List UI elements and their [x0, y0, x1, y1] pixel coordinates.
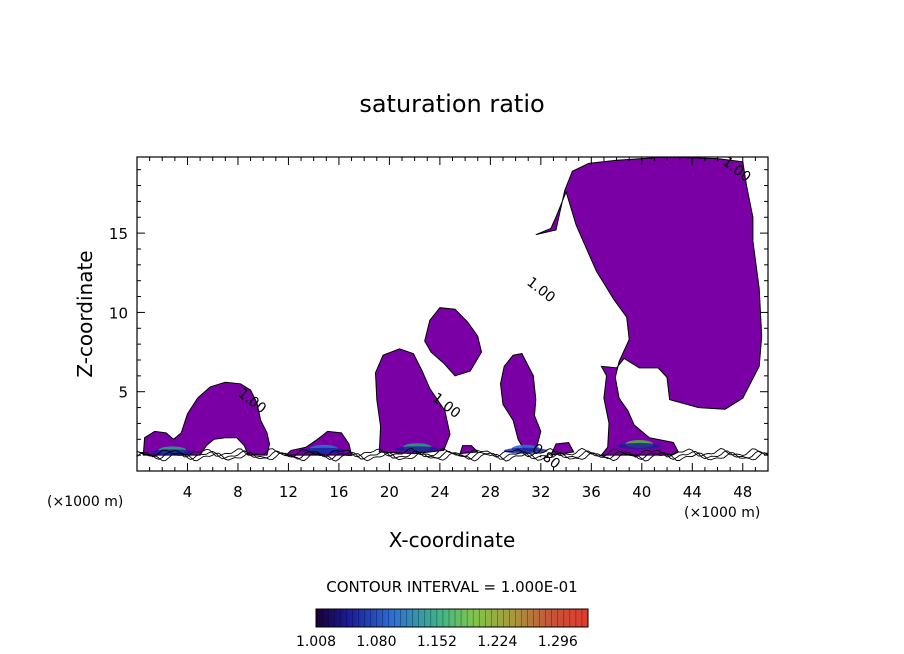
- y-tick-label: 5: [118, 384, 128, 402]
- x-axis-label: X-coordinate: [389, 528, 516, 552]
- region-cloud-4: [424, 307, 483, 377]
- contour-label: 1.00: [524, 274, 558, 306]
- near-surface-contours: [137, 447, 768, 462]
- region-cloud-7: [550, 441, 575, 456]
- region-cloud-1: [142, 381, 271, 456]
- colorbar-tick-label: 1.008: [296, 634, 336, 650]
- surface-contour-2: [137, 450, 768, 461]
- colorbar-tick-label: 1.080: [356, 634, 396, 650]
- colorbar-tick-label: 1.152: [417, 634, 457, 650]
- region-cloud-6: [459, 445, 479, 455]
- x-tick-label: 28: [481, 483, 500, 501]
- x-tick-label: 44: [683, 483, 702, 501]
- x-tick-label: 16: [329, 483, 348, 501]
- x-tick-label: 12: [279, 483, 298, 501]
- x-tick-label: 32: [531, 483, 550, 501]
- contour-interval-label: CONTOUR INTERVAL = 1.000E-01: [326, 578, 577, 596]
- surface-contour-3: [137, 447, 768, 458]
- x-tick-label: 4: [183, 483, 193, 501]
- colorbar-tick-label: 1.296: [538, 634, 578, 650]
- core-base-4: [503, 447, 548, 454]
- region-cloud-5: [499, 353, 542, 451]
- x-tick-label: 36: [582, 483, 601, 501]
- y-tick-labels: 5 10 15: [109, 225, 128, 402]
- axis-ticks: [137, 157, 768, 471]
- y-tick-label: 15: [109, 225, 128, 243]
- x-tick-label: 40: [632, 483, 651, 501]
- y-axis-label: Z-coordinate: [73, 250, 97, 377]
- colorbar-tick-label: 1.224: [477, 634, 517, 650]
- x-tick-label: 48: [733, 483, 752, 501]
- colorbar-gradient: [315, 608, 589, 628]
- chart-title: saturation ratio: [359, 90, 544, 118]
- colorbar-tick-labels: 1.008 1.080 1.152 1.224 1.296: [296, 634, 578, 650]
- region-cloud-8: [535, 157, 763, 456]
- x-tick-label: 20: [380, 483, 399, 501]
- cloud-regions: [142, 157, 763, 456]
- colorbar: [315, 608, 589, 628]
- x-axis-unit-label: (×1000 m): [684, 505, 760, 521]
- z-axis-unit-label: (×1000 m): [47, 494, 123, 510]
- region-cloud-3: [374, 348, 451, 455]
- x-tick-labels: 4 8 12 16 20 24 28 32 36 40 44 48: [183, 483, 753, 501]
- core-base-5: [617, 443, 662, 450]
- x-tick-label: 8: [233, 483, 243, 501]
- y-tick-label: 10: [109, 304, 128, 322]
- x-tick-label: 24: [430, 483, 449, 501]
